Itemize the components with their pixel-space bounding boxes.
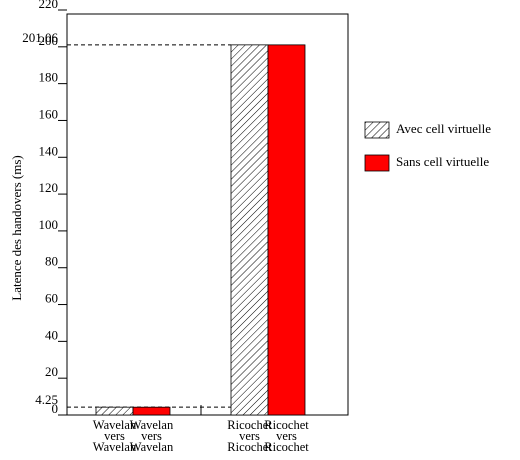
y-tick-label: 140 bbox=[39, 143, 59, 158]
bar bbox=[132, 406, 171, 416]
reference-label: 201.06 bbox=[22, 30, 58, 45]
bar bbox=[230, 44, 269, 416]
y-tick-label: 200 bbox=[39, 33, 59, 48]
bar bbox=[95, 406, 134, 416]
y-tick-label: 0 bbox=[52, 401, 59, 416]
x-tick-label: Wavelan vers Wavelan bbox=[92, 418, 137, 454]
x-tick-label: Ricochet vers Ricochet bbox=[227, 418, 272, 454]
x-tick-label: Wavelan vers Wavelan bbox=[129, 418, 174, 454]
y-tick-label: 160 bbox=[39, 106, 59, 121]
legend-label: Sans cell virtuelle bbox=[396, 154, 489, 169]
y-tick-label: 60 bbox=[45, 291, 58, 306]
bar bbox=[267, 44, 306, 416]
legend-swatch bbox=[364, 154, 390, 172]
y-tick-label: 20 bbox=[45, 364, 58, 379]
x-tick-label: Ricochet vers Ricochet bbox=[264, 418, 309, 454]
y-tick-label: 40 bbox=[45, 327, 58, 342]
y-tick-label: 120 bbox=[39, 180, 59, 195]
y-tick-label: 180 bbox=[39, 70, 59, 85]
y-tick-label: 80 bbox=[45, 254, 58, 269]
legend-label: Avec cell virtuelle bbox=[396, 121, 491, 136]
legend-swatch bbox=[364, 121, 390, 139]
plot-frame bbox=[66, 13, 349, 416]
y-tick-label: 220 bbox=[39, 0, 59, 11]
y-axis-label: Latence des handovers (ms) bbox=[9, 155, 24, 300]
y-tick-label: 100 bbox=[39, 217, 59, 232]
reference-label: 4.25 bbox=[35, 392, 58, 407]
